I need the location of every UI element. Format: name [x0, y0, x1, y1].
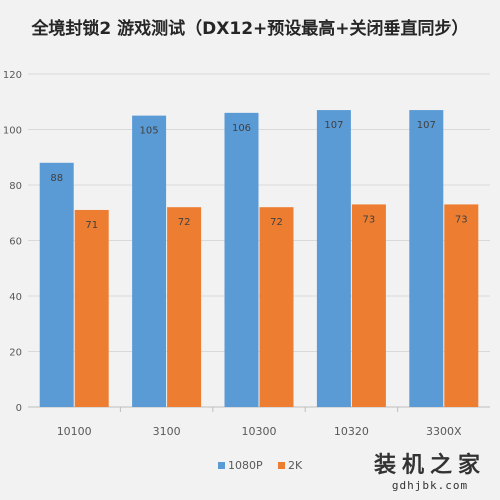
bar-2K-10100 [74, 209, 109, 407]
data-label: 107 [324, 120, 343, 131]
watermark-text: 装机之家 [373, 452, 486, 478]
y-tick-label: 100 [3, 126, 22, 137]
data-label: 73 [455, 214, 468, 225]
bars [39, 110, 479, 407]
data-label: 73 [363, 214, 376, 225]
data-label: 71 [85, 220, 98, 231]
legend-swatch [218, 462, 225, 469]
legend: 1080P 2K [218, 459, 303, 472]
watermark-logo: 装机之家 gdhjbk.com [374, 447, 486, 492]
data-label: 105 [140, 126, 159, 137]
y-axis-ticks: 0 20 40 60 80 100 120 [3, 70, 22, 414]
bar-2K-3100 [167, 207, 202, 407]
bar-1080P-10320 [316, 110, 351, 407]
legend-swatch [278, 462, 285, 469]
x-tick-label: 10320 [334, 425, 369, 438]
x-tick-label: 3300X [426, 425, 462, 438]
y-tick-label: 120 [3, 70, 22, 81]
bar-1080P-3300X [409, 110, 444, 407]
x-tick-label: 10100 [57, 425, 92, 438]
y-tick-label: 60 [9, 237, 22, 248]
bar-2K-10300 [259, 207, 294, 407]
y-tick-label: 40 [9, 292, 22, 303]
bar-2K-10320 [351, 204, 386, 407]
chart-title: 全境封锁2 游戏测试（DX12+预设最高+关闭垂直同步） [31, 19, 469, 39]
bar-1080P-3100 [132, 115, 167, 407]
y-tick-label: 0 [16, 403, 22, 414]
data-label: 107 [417, 120, 436, 131]
data-label: 72 [270, 217, 283, 228]
x-tick-label: 10300 [242, 425, 277, 438]
x-axis-ticks: 10100 3100 10300 10320 3300X [57, 407, 462, 438]
legend-label: 1080P [228, 459, 263, 472]
x-tick-label: 3100 [153, 425, 181, 438]
legend-label: 2K [288, 459, 303, 472]
data-label: 88 [50, 173, 63, 184]
bar-1080P-10100 [39, 162, 74, 407]
bar-1080P-10300 [224, 112, 259, 407]
data-labels: 88 71 105 72 106 72 107 73 107 73 [50, 120, 467, 231]
y-tick-label: 20 [9, 348, 22, 359]
data-label: 72 [178, 217, 191, 228]
watermark-url: gdhjbk.com [391, 479, 469, 492]
y-tick-label: 80 [9, 181, 22, 192]
bar-2K-3300X [444, 204, 479, 407]
data-label: 106 [232, 123, 251, 134]
